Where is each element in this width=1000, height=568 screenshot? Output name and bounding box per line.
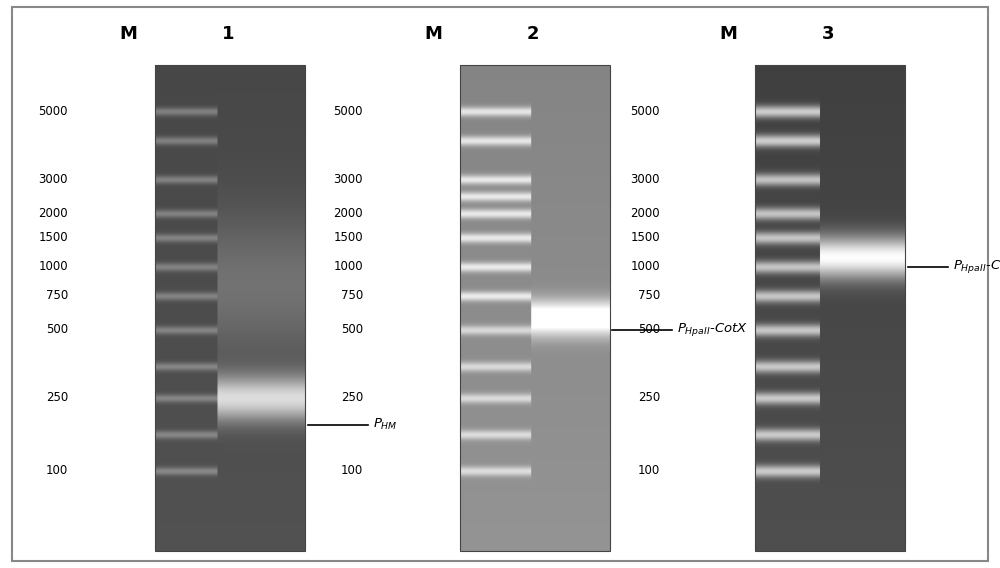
Text: 1500: 1500 <box>630 231 660 244</box>
Text: 500: 500 <box>638 324 660 336</box>
Text: 500: 500 <box>46 324 68 336</box>
Text: 3000: 3000 <box>38 173 68 186</box>
Text: 250: 250 <box>638 391 660 404</box>
FancyBboxPatch shape <box>12 7 988 561</box>
Text: 1: 1 <box>222 24 234 43</box>
Text: 100: 100 <box>638 464 660 477</box>
Text: 5000: 5000 <box>334 105 363 118</box>
Text: $P_{HM}$: $P_{HM}$ <box>373 417 398 432</box>
Text: 3000: 3000 <box>631 173 660 186</box>
Text: 100: 100 <box>341 464 363 477</box>
Text: 2: 2 <box>527 24 539 43</box>
Text: 750: 750 <box>638 290 660 303</box>
Text: M: M <box>424 24 442 43</box>
Text: 1000: 1000 <box>38 260 68 273</box>
Text: 2000: 2000 <box>630 207 660 220</box>
Text: 1000: 1000 <box>630 260 660 273</box>
Text: 750: 750 <box>341 290 363 303</box>
Text: $P_{HpaII}$-$CotX$-$P_{HM}$: $P_{HpaII}$-$CotX$-$P_{HM}$ <box>953 258 1000 275</box>
Text: 500: 500 <box>341 324 363 336</box>
Text: 750: 750 <box>46 290 68 303</box>
Text: 1500: 1500 <box>333 231 363 244</box>
Text: 3: 3 <box>822 24 834 43</box>
Text: 250: 250 <box>341 391 363 404</box>
Text: 2000: 2000 <box>38 207 68 220</box>
Bar <box>460 65 610 551</box>
Text: 1000: 1000 <box>333 260 363 273</box>
Text: 5000: 5000 <box>631 105 660 118</box>
Bar <box>155 65 305 551</box>
Text: 250: 250 <box>46 391 68 404</box>
Text: M: M <box>119 24 137 43</box>
Text: $P_{HpaII}$-$CotX$: $P_{HpaII}$-$CotX$ <box>677 321 748 339</box>
Text: 1500: 1500 <box>38 231 68 244</box>
Text: 100: 100 <box>46 464 68 477</box>
Text: 3000: 3000 <box>334 173 363 186</box>
Text: M: M <box>719 24 737 43</box>
Text: 5000: 5000 <box>38 105 68 118</box>
Bar <box>755 65 905 551</box>
Text: 2000: 2000 <box>333 207 363 220</box>
